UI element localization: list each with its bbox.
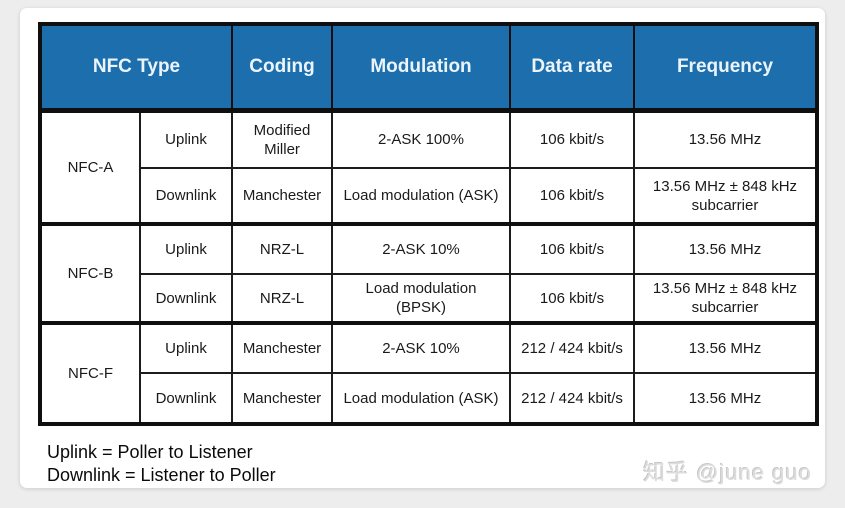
- cell-modulation: Load modulation (BPSK): [331, 273, 511, 324]
- cell-data-rate: 106 kbit/s: [509, 222, 635, 275]
- cell-link: Downlink: [139, 167, 233, 225]
- table-row: Downlink Manchester Load modulation (ASK…: [40, 372, 818, 425]
- column-header-coding: Coding: [231, 23, 333, 113]
- cell-data-rate: 212 / 424 kbit/s: [509, 372, 635, 425]
- cell-coding: Manchester: [231, 372, 333, 425]
- cell-link: Downlink: [139, 372, 233, 425]
- cell-coding: Manchester: [231, 321, 333, 374]
- cell-nfc-type: NFC-B: [39, 222, 141, 324]
- cell-coding: NRZ-L: [231, 273, 333, 324]
- cell-modulation: 2-ASK 100%: [331, 109, 511, 169]
- cell-modulation: 2-ASK 10%: [331, 222, 511, 275]
- table-row: Downlink NRZ-L Load modulation (BPSK) 10…: [40, 273, 818, 324]
- cell-coding: Modified Miller: [231, 109, 333, 169]
- column-header-frequency: Frequency: [633, 23, 818, 113]
- nfc-spec-table: NFC Type Coding Modulation Data rate Fre…: [38, 22, 819, 426]
- table-row: Downlink Manchester Load modulation (ASK…: [40, 167, 818, 225]
- column-header-nfc-type: NFC Type: [39, 23, 233, 113]
- cell-modulation: 2-ASK 10%: [331, 321, 511, 374]
- cell-frequency: 13.56 MHz: [633, 222, 818, 275]
- cell-frequency: 13.56 MHz: [633, 109, 818, 169]
- column-header-modulation: Modulation: [331, 23, 511, 113]
- cell-nfc-type: NFC-A: [39, 109, 141, 225]
- table-row: NFC-B Uplink NRZ-L 2-ASK 10% 106 kbit/s …: [39, 222, 818, 324]
- column-header-data-rate: Data rate: [509, 23, 635, 113]
- cell-coding: NRZ-L: [231, 222, 333, 275]
- cell-nfc-type: NFC-F: [39, 321, 141, 425]
- content-card: NFC Type Coding Modulation Data rate Fre…: [20, 8, 825, 488]
- cell-frequency: 13.56 MHz: [633, 321, 818, 374]
- watermark: 知乎 @june guo: [643, 460, 812, 485]
- cell-frequency: 13.56 MHz: [633, 372, 818, 425]
- cell-link: Downlink: [139, 273, 233, 324]
- cell-data-rate: 106 kbit/s: [509, 273, 635, 324]
- cell-data-rate: 106 kbit/s: [509, 167, 635, 225]
- cell-link: Uplink: [139, 109, 233, 169]
- cell-link: Uplink: [139, 321, 233, 374]
- cell-data-rate: 212 / 424 kbit/s: [509, 321, 635, 374]
- cell-frequency: 13.56 MHz ± 848 kHz subcarrier: [633, 167, 818, 225]
- table-row: NFC-A Uplink Modified Miller 2-ASK 100% …: [39, 109, 818, 225]
- cell-link: Uplink: [139, 222, 233, 275]
- legend-notes: Uplink = Poller to Listener Downlink = L…: [47, 441, 276, 487]
- note-uplink: Uplink = Poller to Listener: [47, 442, 253, 462]
- cell-modulation: Load modulation (ASK): [331, 167, 511, 225]
- note-downlink: Downlink = Listener to Poller: [47, 465, 276, 485]
- cell-data-rate: 106 kbit/s: [509, 109, 635, 169]
- cell-coding: Manchester: [231, 167, 333, 225]
- table-row: NFC-F Uplink Manchester 2-ASK 10% 212 / …: [39, 321, 818, 425]
- cell-modulation: Load modulation (ASK): [331, 372, 511, 425]
- cell-frequency: 13.56 MHz ± 848 kHz subcarrier: [633, 273, 818, 324]
- header-row: NFC Type Coding Modulation Data rate Fre…: [39, 23, 818, 113]
